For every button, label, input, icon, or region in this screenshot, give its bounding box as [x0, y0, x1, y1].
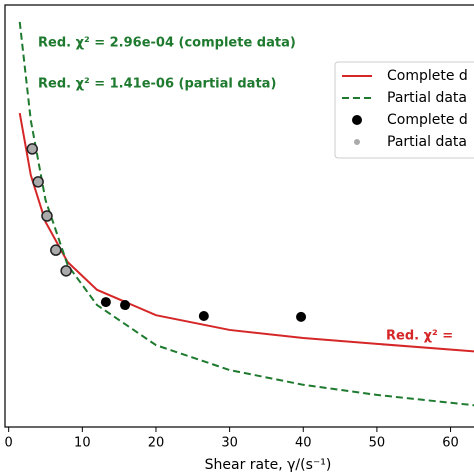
legend-box — [334, 61, 474, 159]
x-tick-label: 50 — [369, 436, 386, 451]
data-point — [198, 311, 209, 322]
legend-label: Complete d — [387, 112, 468, 128]
x-tick-label: 40 — [295, 436, 312, 451]
data-point — [26, 143, 38, 155]
legend-label: Partial data — [387, 90, 467, 106]
annotation: Red. χ² = — [386, 329, 453, 344]
annotation: Red. χ² = 1.41e-06 (partial data) — [38, 77, 276, 92]
x-tick-label: 20 — [148, 436, 165, 451]
x-tick-label: 30 — [221, 436, 238, 451]
x-tick-label: 10 — [74, 436, 91, 451]
data-point — [41, 210, 53, 222]
data-point — [50, 244, 62, 256]
x-axis-label: Shear rate, γ/(s⁻¹) — [205, 457, 332, 473]
fit-line — [18, 21, 474, 407]
legend-marker — [354, 139, 360, 145]
data-point — [32, 176, 44, 188]
x-tick-label: 60 — [442, 436, 459, 451]
data-point — [100, 297, 111, 308]
x-tick-label: 0 — [5, 436, 13, 451]
data-point — [120, 300, 131, 311]
plot-frame — [4, 4, 474, 428]
legend-marker — [352, 115, 362, 125]
annotation: Red. χ² = 2.96e-04 (complete data) — [38, 36, 296, 51]
data-point — [296, 311, 307, 322]
legend-label: Partial data — [387, 134, 467, 150]
data-point — [60, 265, 72, 277]
legend-label: Complete d — [387, 68, 468, 84]
